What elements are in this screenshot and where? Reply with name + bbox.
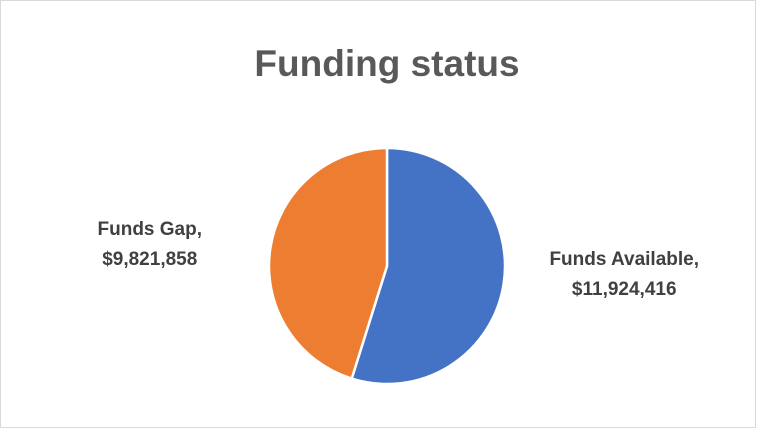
pie-slice <box>350 146 507 386</box>
data-label-name: Funds Gap, <box>98 219 203 240</box>
pie-slice <box>267 146 389 381</box>
data-label-value: $9,821,858 <box>102 249 197 270</box>
data-label-value: $11,924,416 <box>572 279 677 300</box>
chart-title: Funding status <box>254 43 519 84</box>
data-label-name: Funds Available, <box>549 249 699 270</box>
